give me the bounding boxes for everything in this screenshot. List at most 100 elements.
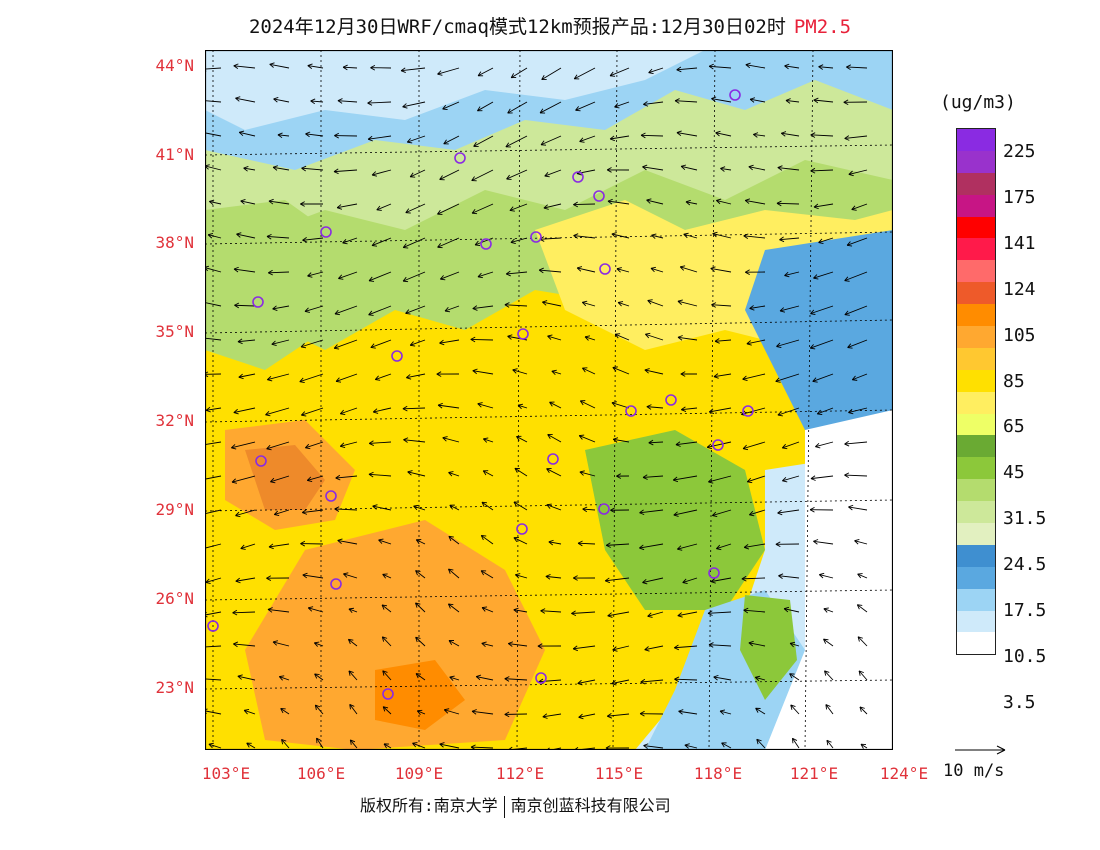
wind-arrow (575, 101, 596, 112)
legend-cell (956, 216, 996, 239)
wind-arrow (402, 271, 426, 283)
wind-arrow (480, 534, 494, 545)
wind-arrow (415, 673, 426, 681)
wind-arrow (236, 232, 256, 239)
legend-tick-label: 225 (1003, 141, 1036, 162)
wind-arrow (651, 233, 664, 239)
wind-arrow (205, 406, 222, 413)
wind-arrow (749, 305, 766, 311)
wind-arrow (776, 200, 800, 207)
wind-arrow (513, 536, 528, 545)
city-station-marker (454, 152, 466, 164)
station-markers (207, 89, 754, 700)
wind-arrow (674, 98, 698, 104)
wind-arrow (205, 543, 222, 551)
wind-arrow (368, 305, 392, 316)
wind-arrow (643, 101, 664, 107)
wind-arrow (642, 474, 664, 480)
wind-arrow (412, 742, 426, 749)
wind-arrow (711, 96, 732, 103)
wind-arrow (639, 509, 664, 516)
wind-arrow (268, 269, 290, 276)
wind-arrow (368, 440, 392, 446)
wind-arrow (513, 501, 528, 511)
wind-arrow (777, 407, 800, 417)
lon-label-121: 121°E (789, 764, 839, 783)
wind-arrow (477, 402, 494, 409)
wind-arrow (376, 203, 392, 211)
wind-arrow (246, 742, 256, 749)
wind-arrow (577, 540, 596, 547)
wind-arrow (545, 574, 562, 580)
legend-cell (956, 282, 996, 305)
lat-label-32: 32°N (155, 411, 194, 430)
wind-arrow (578, 434, 596, 443)
wind-arrow (405, 305, 426, 315)
wind-arrow (647, 299, 664, 307)
wind-arrow (449, 504, 460, 511)
wind-arrow (609, 135, 630, 142)
wind-arrow (475, 674, 494, 681)
wind-arrow (755, 707, 766, 715)
wind-arrow (302, 509, 324, 515)
wind-arrow (273, 96, 290, 103)
wind-arrow (546, 468, 562, 477)
wind-arrow (506, 169, 528, 180)
wind-arrow (781, 441, 800, 450)
wind-arrow (504, 711, 528, 718)
wind-arrow (640, 132, 664, 139)
wind-arrow (743, 607, 766, 614)
wind-arrow (674, 676, 698, 683)
wind-arrow (243, 709, 256, 715)
wind-arrow (604, 577, 630, 584)
wind-arrow (815, 441, 834, 449)
legend-cell (956, 128, 996, 151)
wind-arrow (819, 572, 834, 579)
wind-arrow (267, 373, 290, 382)
wind-arrow (542, 300, 562, 307)
wind-arrow (824, 670, 834, 681)
wind-arrow (443, 708, 460, 715)
wind-arrow (448, 535, 460, 545)
taiwan-island (740, 595, 797, 700)
wind-arrow (789, 641, 800, 648)
wind-arrow (302, 237, 324, 243)
wind-arrow (406, 135, 426, 144)
wind-arrow (542, 713, 562, 719)
wind-arrow (381, 604, 392, 613)
wind-arrow (614, 333, 630, 341)
wind-arrow (305, 441, 324, 450)
wind-arrow (370, 339, 392, 349)
graticule (205, 50, 893, 750)
wind-reference-label: 10 m/s (943, 761, 1005, 781)
wind-arrow (708, 475, 732, 484)
wind-arrow (305, 131, 324, 138)
wind-arrow (367, 100, 392, 106)
wind-arrow (240, 199, 256, 205)
wind-arrow (612, 437, 630, 443)
wind-arrow (334, 132, 358, 139)
city-station-marker (625, 405, 637, 417)
wind-arrow (646, 198, 664, 205)
wind-arrow (205, 441, 222, 448)
wind-arrow (812, 373, 834, 383)
wind-arrow (784, 63, 800, 70)
legend-cell (956, 326, 996, 348)
wind-arrow (313, 641, 324, 647)
wind-arrow (342, 237, 358, 245)
wind-arrow (235, 509, 256, 518)
wind-arrow (844, 135, 868, 141)
wind-arrow (382, 573, 392, 579)
wind-arrow (858, 670, 868, 681)
wind-arrow (480, 570, 494, 579)
wind-arrow (415, 636, 426, 647)
wind-arrow (537, 643, 562, 649)
wind-arrow (639, 543, 664, 551)
wind-arrow (644, 368, 664, 375)
wind-arrow (547, 334, 562, 341)
wind-arrow (304, 305, 324, 313)
wind-arrow (746, 475, 766, 484)
wind-arrow (547, 434, 562, 443)
wind-arrow (607, 611, 630, 618)
wind-arrow (576, 266, 596, 273)
